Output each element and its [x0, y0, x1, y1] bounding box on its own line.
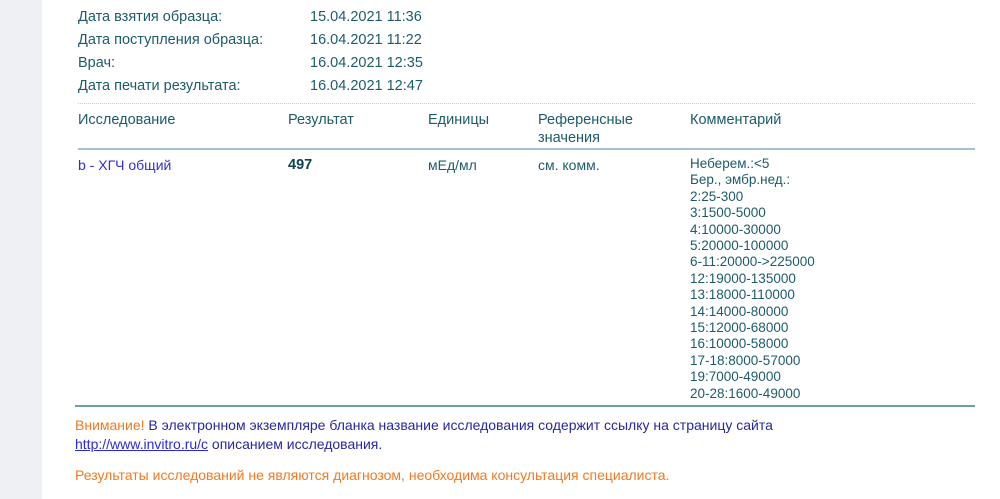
meta-label: Дата печати результата: [78, 78, 241, 94]
comment-line: 5:20000-100000 [690, 238, 789, 254]
after-link-text: описанием исследования. [208, 435, 383, 452]
sample-meta-block: Дата взятия образца: 15.04.2021 11:36 Да… [78, 0, 975, 98]
header-test: Исследование [78, 112, 176, 128]
results-table: Исследование Результат Единицы Референсн… [78, 103, 975, 402]
comment-line: Неберем.:<5 [690, 156, 770, 171]
comment-line: 3:1500-5000 [690, 205, 766, 221]
comment-line: 4:10000-30000 [690, 221, 781, 237]
meta-label: Врач: [78, 55, 116, 71]
attention-notice: Внимание! В электронном экземпляре бланк… [75, 416, 975, 453]
comment-line: 17-18:8000-57000 [690, 352, 801, 368]
disclaimer-text: Результаты исследований не являются диаг… [75, 467, 670, 484]
header-reference: Референсные значения [538, 112, 633, 146]
test-name-link[interactable]: b - ХГЧ общий [78, 157, 172, 173]
comment-line: 15:12000-68000 [690, 320, 789, 336]
meta-row-print-date: Дата печати результата: 16.04.2021 12:47 [78, 75, 975, 98]
comment-line: 13:18000-110000 [690, 287, 795, 303]
meta-row-sample-received: Дата поступления образца: 16.04.2021 11:… [78, 29, 975, 52]
meta-row-doctor: Врач: 16.04.2021 12:35 [78, 52, 975, 75]
comment-line: 2:25-300 [690, 188, 744, 204]
header-result: Результат [288, 112, 354, 128]
header-units: Единицы [428, 112, 490, 128]
comment-line: 16:10000-58000 [690, 336, 789, 352]
meta-value: 16.04.2021 12:35 [310, 55, 423, 71]
left-margin-strip [0, 0, 42, 499]
units-value: мЕд/мл [428, 157, 477, 173]
meta-value: 16.04.2021 12:47 [310, 78, 423, 94]
reference-value: см. комм. [538, 157, 600, 173]
meta-value: 16.04.2021 11:22 [310, 32, 422, 48]
result-value: 497 [288, 157, 313, 173]
attention-word: Внимание! [75, 417, 145, 434]
comment-line: 19:7000-49000 [690, 369, 781, 385]
meta-label: Дата взятия образца: [78, 9, 223, 25]
comment-line: 20-28:1600-49000 [690, 385, 801, 401]
comment-line: 12:19000-135000 [690, 270, 796, 286]
invitro-link[interactable]: http://www.invitro.ru/с [75, 435, 209, 452]
section-divider [75, 405, 975, 408]
comment-line: Бер., эмбр.нед.: [690, 172, 791, 188]
comment-lines: Неберем.:<5 Бер., эмбр.нед.: 2:25-300 3:150… [683, 156, 975, 402]
comment-line: 14:14000-80000 [690, 303, 789, 319]
header-comment: Комментарий [690, 112, 782, 128]
meta-row-sample-taken: Дата взятия образца: 15.04.2021 11:36 [78, 6, 975, 29]
attention-text: В электронном экземпляре бланка название… [144, 417, 773, 434]
table-header-row: Исследование Результат Единицы Референсн… [78, 103, 975, 147]
meta-label: Дата поступления образца: [78, 32, 264, 48]
header-underline [78, 148, 975, 150]
meta-value: 15.04.2021 11:36 [310, 9, 422, 25]
table-row: b - ХГЧ общий 497 мЕд/мл см. комм. Небер… [78, 150, 975, 402]
report-content: Дата взятия образца: 15.04.2021 11:36 Да… [75, 0, 975, 484]
comment-line: 6-11:20000->225000 [690, 254, 815, 270]
